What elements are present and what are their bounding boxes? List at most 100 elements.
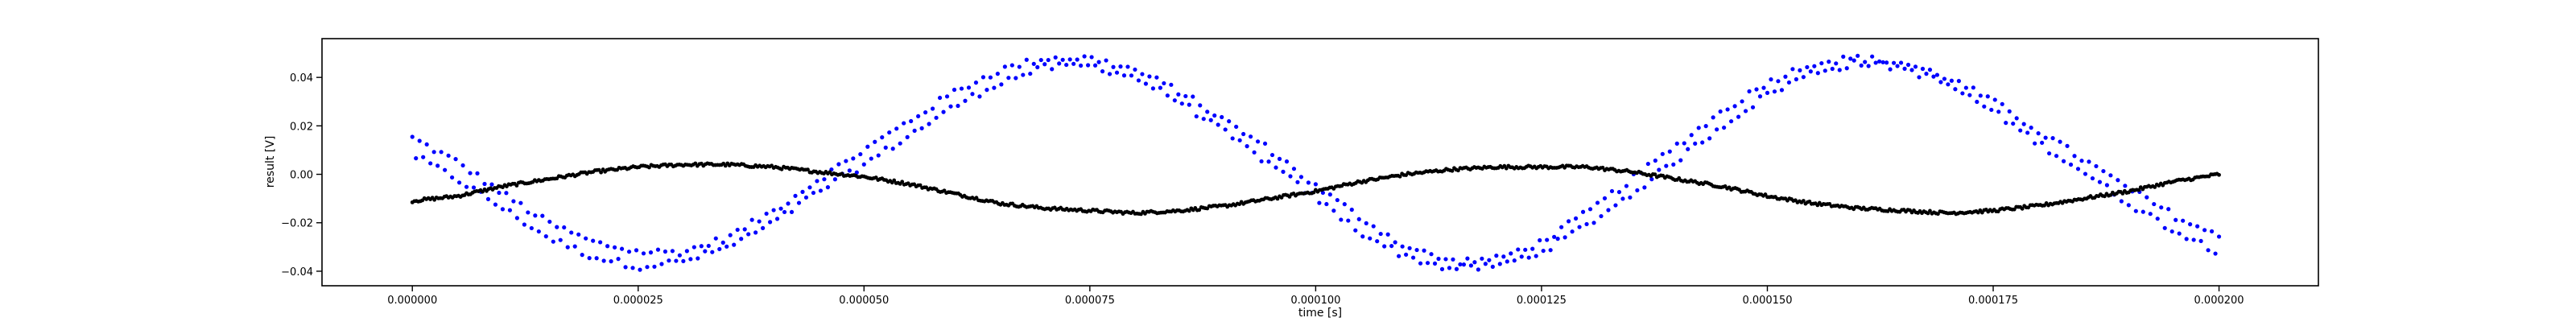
blue-data-point <box>890 146 895 151</box>
blue-data-point <box>1198 103 1203 108</box>
black-data-point <box>806 167 810 172</box>
blue-data-point <box>861 162 866 167</box>
blue-data-point <box>2145 195 2149 200</box>
blue-data-point <box>536 229 541 234</box>
blue-data-point <box>1021 72 1026 77</box>
blue-data-point <box>504 191 509 196</box>
blue-data-point <box>2148 212 2153 217</box>
x-tick-label: 0.000150 <box>1742 295 1792 307</box>
blue-data-point <box>1060 57 1065 62</box>
blue-data-point <box>1418 261 1423 266</box>
blue-data-point <box>844 159 848 163</box>
blue-data-point <box>1671 162 1676 167</box>
blue-data-point <box>1494 254 1499 258</box>
blue-data-point <box>691 245 696 250</box>
blue-data-point <box>2075 167 2081 171</box>
blue-data-point <box>1176 92 1181 97</box>
blue-data-point <box>818 188 824 193</box>
blue-data-point <box>533 213 538 218</box>
blue-data-point <box>1248 134 1253 139</box>
blue-data-point <box>720 240 725 245</box>
blue-data-point <box>800 189 805 194</box>
blue-data-point <box>1757 94 1763 99</box>
blue-data-point <box>2123 184 2128 188</box>
blue-data-point <box>2152 201 2157 207</box>
blue-data-point <box>1573 216 1579 221</box>
black-data-point <box>1197 208 1202 213</box>
blue-data-point <box>2000 101 2004 106</box>
blue-data-point <box>1538 237 1542 243</box>
blue-data-point <box>1291 167 1297 171</box>
blue-data-point <box>1082 54 1087 59</box>
y-tick-label: 0.00 <box>290 170 313 182</box>
blue-data-point <box>1165 93 1170 98</box>
blue-data-point <box>1591 221 1596 225</box>
blue-data-point <box>1624 184 1629 188</box>
black-data-point <box>1653 172 1657 177</box>
blue-data-point <box>995 72 1000 76</box>
blue-data-point <box>2011 121 2016 126</box>
blue-data-point <box>1653 158 1657 163</box>
blue-data-point <box>1996 109 2001 114</box>
blue-data-point <box>1114 70 1120 75</box>
blue-data-point <box>489 182 494 187</box>
blue-data-point <box>905 134 910 139</box>
blue-data-point <box>1645 161 1650 167</box>
y-tick-label: 0.02 <box>290 121 313 133</box>
blue-data-point <box>475 171 480 175</box>
blue-data-point <box>941 109 946 114</box>
blue-data-point <box>1429 252 1434 257</box>
blue-data-point <box>944 94 950 99</box>
blue-data-point <box>1982 104 1987 109</box>
blue-data-point <box>865 144 870 149</box>
blue-data-point <box>1234 124 1239 130</box>
blue-data-point <box>2202 228 2207 233</box>
blue-data-point <box>2169 229 2174 234</box>
blue-data-point <box>1808 69 1813 74</box>
blue-data-point <box>1393 240 1397 245</box>
blue-data-point <box>1298 175 1304 180</box>
blue-data-point <box>1963 85 1968 90</box>
blue-data-point <box>1028 71 1033 76</box>
blue-data-point <box>732 242 737 247</box>
blue-data-point <box>1577 225 1582 229</box>
blue-data-point <box>1595 200 1600 205</box>
blue-data-point <box>2213 251 2218 256</box>
blue-data-point <box>2216 234 2222 239</box>
x-tick-label: 0.000075 <box>1065 295 1115 307</box>
blue-data-point <box>1281 169 1286 174</box>
blue-data-point <box>1169 82 1174 87</box>
blue-data-point <box>1317 200 1322 205</box>
blue-data-point <box>1740 99 1744 104</box>
x-tick-label: 0.000125 <box>1517 295 1567 307</box>
blue-data-point <box>1812 64 1817 68</box>
blue-data-point <box>634 248 639 253</box>
blue-data-point <box>464 184 469 189</box>
blue-data-point <box>446 153 451 158</box>
blue-data-point <box>1443 257 1448 262</box>
blue-data-point <box>1079 63 1084 68</box>
blue-data-point <box>2004 121 2008 126</box>
blue-data-point <box>562 225 567 230</box>
blue-data-point <box>1404 252 1409 257</box>
blue-data-point <box>1208 118 1213 122</box>
blue-data-point <box>1620 196 1625 201</box>
blue-data-point <box>1407 246 1412 250</box>
blue-data-point <box>1050 67 1055 72</box>
blue-data-point <box>623 265 628 270</box>
blue-data-point <box>1432 261 1438 266</box>
blue-data-point <box>1385 232 1390 237</box>
blue-data-point <box>1938 80 1943 85</box>
blue-data-point <box>1931 74 1936 79</box>
blue-data-point <box>1017 64 1022 69</box>
blue-data-point <box>1024 57 1029 62</box>
y-axis-label: result [V] <box>264 136 277 188</box>
blue-data-point <box>1158 85 1162 90</box>
blue-data-point <box>2061 159 2066 163</box>
blue-data-point <box>1606 208 1611 213</box>
blue-data-point <box>1483 262 1488 266</box>
blue-data-point <box>1732 104 1737 109</box>
blue-data-point <box>1414 247 1419 253</box>
blue-data-point <box>1971 85 1975 90</box>
